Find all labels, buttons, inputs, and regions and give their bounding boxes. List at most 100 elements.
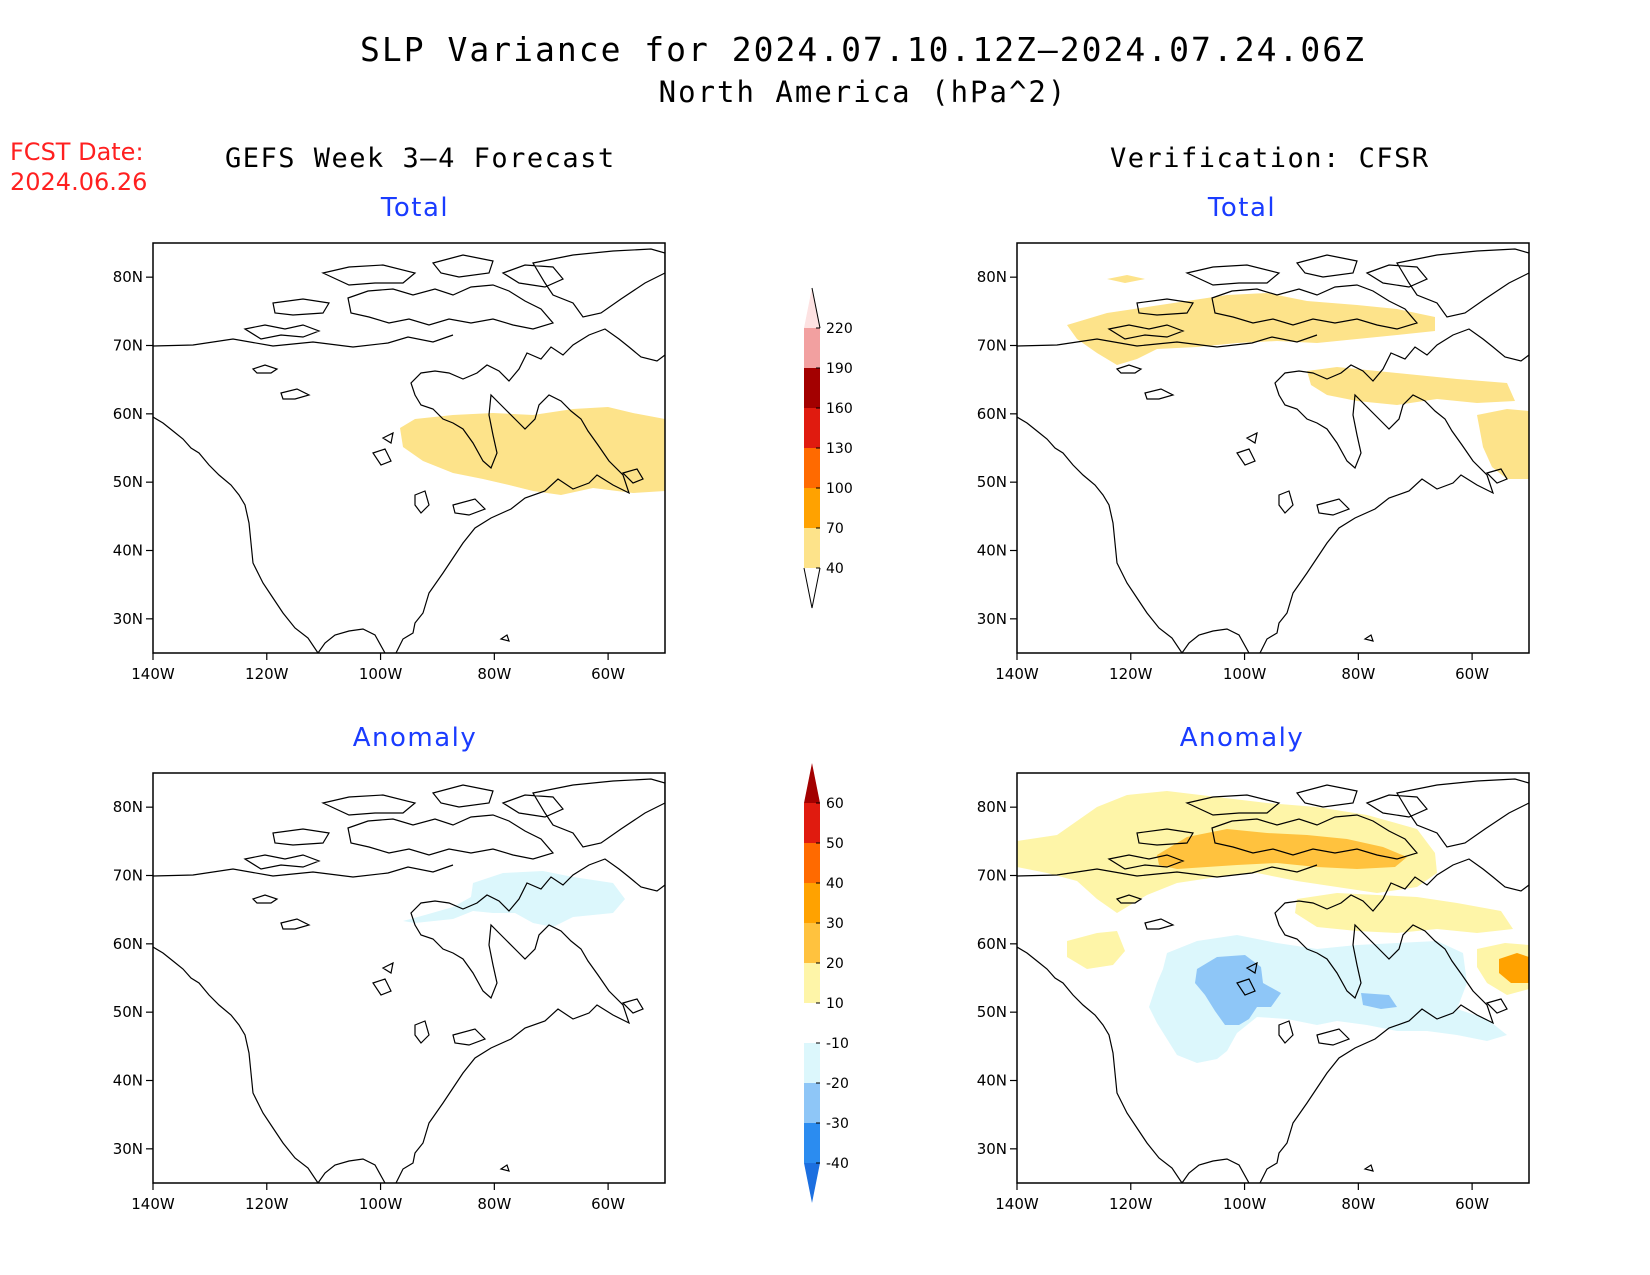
lat-tick-label: 80N (977, 268, 1007, 286)
lon-tick-label: 140W (995, 1195, 1039, 1213)
panel-title-verification-anomaly: Anomaly (1179, 723, 1305, 753)
colorbar-box (804, 408, 820, 448)
colorbar-box (804, 803, 820, 843)
lon-tick-label: 120W (245, 1195, 289, 1213)
colorbar-label: -20 (826, 1076, 849, 1092)
lat-tick-label: 30N (977, 610, 1007, 628)
left-column-title: GEFS Week 3–4 Forecast (225, 143, 616, 174)
figure-subtitle: North America (hPa^2) (658, 75, 1068, 109)
panel-title-verification-total: Total (1207, 193, 1277, 223)
colorbar-upper-triangle (804, 763, 820, 803)
lon-tick-label: 60W (591, 1195, 625, 1213)
lat-tick-label: 60N (977, 935, 1007, 953)
lon-tick-label: 80W (477, 1195, 511, 1213)
lon-tick-label: 120W (245, 665, 289, 683)
colorbar-box (804, 328, 820, 368)
lat-tick-label: 50N (113, 1003, 143, 1021)
lon-tick-label: 100W (1223, 1195, 1267, 1213)
lon-tick-label: 100W (359, 665, 403, 683)
lat-tick-label: 60N (113, 405, 143, 423)
lat-tick-label: 40N (977, 1072, 1007, 1090)
panel-title-forecast-total: Total (380, 193, 450, 223)
lon-tick-label: 120W (1109, 1195, 1153, 1213)
lat-tick-label: 50N (977, 473, 1007, 491)
colorbar-label: 50 (826, 836, 844, 852)
colorbar-box (804, 1003, 820, 1043)
lat-tick-label: 60N (113, 935, 143, 953)
lat-tick-label: 80N (977, 798, 1007, 816)
colorbar-box (804, 963, 820, 1003)
lat-tick-label: 70N (977, 337, 1007, 355)
colorbar-lower-triangle (803, 567, 821, 609)
colorbar-label: 190 (826, 361, 853, 377)
lat-tick-label: 40N (113, 1072, 143, 1090)
forecast-date-block: FCST Date: 2024.06.26 (10, 137, 147, 197)
lon-tick-label: 60W (1455, 665, 1489, 683)
lat-tick-label: 50N (977, 1003, 1007, 1021)
colorbar-label: 40 (826, 876, 844, 892)
colorbar-label: 10 (826, 996, 844, 1012)
colorbar-label: 160 (826, 401, 853, 417)
lat-tick-label: 40N (113, 542, 143, 560)
lon-tick-label: 80W (1341, 1195, 1375, 1213)
panel-axes: 80N 70N 60N 50N 40N 30N 140W 120W 100W 80W 60W (977, 798, 1490, 1213)
panel-axes: 80N 70N 60N 50N 40N 30N 140W 120W 100W 80W 60W (113, 798, 626, 1213)
lon-tick-label: 100W (359, 1195, 403, 1213)
lat-tick-label: 70N (977, 867, 1007, 885)
colorbar-box (804, 883, 820, 923)
colorbar-label: 130 (826, 441, 853, 457)
right-column-title: Verification: CFSR (1110, 143, 1430, 174)
map-verification-anomaly (1016, 772, 1530, 1184)
colorbar-label: -40 (826, 1156, 849, 1172)
colorbar-box (804, 448, 820, 488)
colorbar-label: 30 (826, 916, 844, 932)
lat-tick-label: 80N (113, 268, 143, 286)
lon-tick-label: 140W (995, 665, 1039, 683)
colorbar-upper-triangle (804, 288, 820, 328)
colorbar-label: 40 (826, 561, 844, 577)
colorbar-lower-triangle (804, 1163, 820, 1203)
lat-tick-label: 60N (977, 405, 1007, 423)
panel-axes: 80N 70N 60N 50N 40N 30N 140W 120W 100W 80W 60W (113, 268, 626, 683)
map-verification-total (1016, 242, 1530, 654)
colorbar-box (804, 1083, 820, 1123)
lon-tick-label: 80W (477, 665, 511, 683)
colorbar-box (804, 368, 820, 408)
colorbar-box (804, 488, 820, 528)
colorbar-total: 40 70 100 130 160 190 220 (803, 287, 853, 609)
lon-tick-label: 100W (1223, 665, 1267, 683)
lat-tick-label: 30N (977, 1140, 1007, 1158)
colorbar-label: -30 (826, 1116, 849, 1132)
panel-title-forecast-anomaly: Anomaly (352, 723, 478, 753)
colorbar-box (804, 923, 820, 963)
colorbar-label: 20 (826, 956, 844, 972)
lon-tick-label: 120W (1109, 665, 1153, 683)
lon-tick-label: 80W (1341, 665, 1375, 683)
lon-tick-label: 60W (1455, 1195, 1489, 1213)
colorbar-box (804, 528, 820, 568)
lat-tick-label: 30N (113, 610, 143, 628)
panel-axes: 80N 70N 60N 50N 40N 30N 140W 120W 100W 80W 60W (977, 268, 1490, 683)
colorbar-box (804, 843, 820, 883)
lat-tick-label: 70N (113, 867, 143, 885)
colorbar-label: 60 (826, 796, 844, 812)
colorbar-label: 70 (826, 521, 844, 537)
colorbar-box (804, 1043, 820, 1083)
colorbar-label: 220 (826, 321, 853, 337)
lat-tick-label: 50N (113, 473, 143, 491)
map-forecast-total (152, 242, 666, 654)
lat-tick-label: 80N (113, 798, 143, 816)
figure-title: SLP Variance for 2024.07.10.12Z–2024.07.… (360, 30, 1366, 69)
lat-tick-label: 30N (113, 1140, 143, 1158)
fcst-date-value: 2024.06.26 (10, 168, 148, 196)
colorbar-anomaly: -40 -30 -20 -10 10 20 30 40 50 60 (804, 763, 849, 1203)
fcst-date-label: FCST Date: (10, 138, 144, 166)
lon-tick-label: 140W (131, 665, 175, 683)
lon-tick-label: 60W (591, 665, 625, 683)
colorbar-label: 100 (826, 481, 853, 497)
lon-tick-label: 140W (131, 1195, 175, 1213)
map-forecast-anomaly (152, 772, 666, 1184)
lat-tick-label: 70N (113, 337, 143, 355)
shaded-region (400, 407, 665, 495)
